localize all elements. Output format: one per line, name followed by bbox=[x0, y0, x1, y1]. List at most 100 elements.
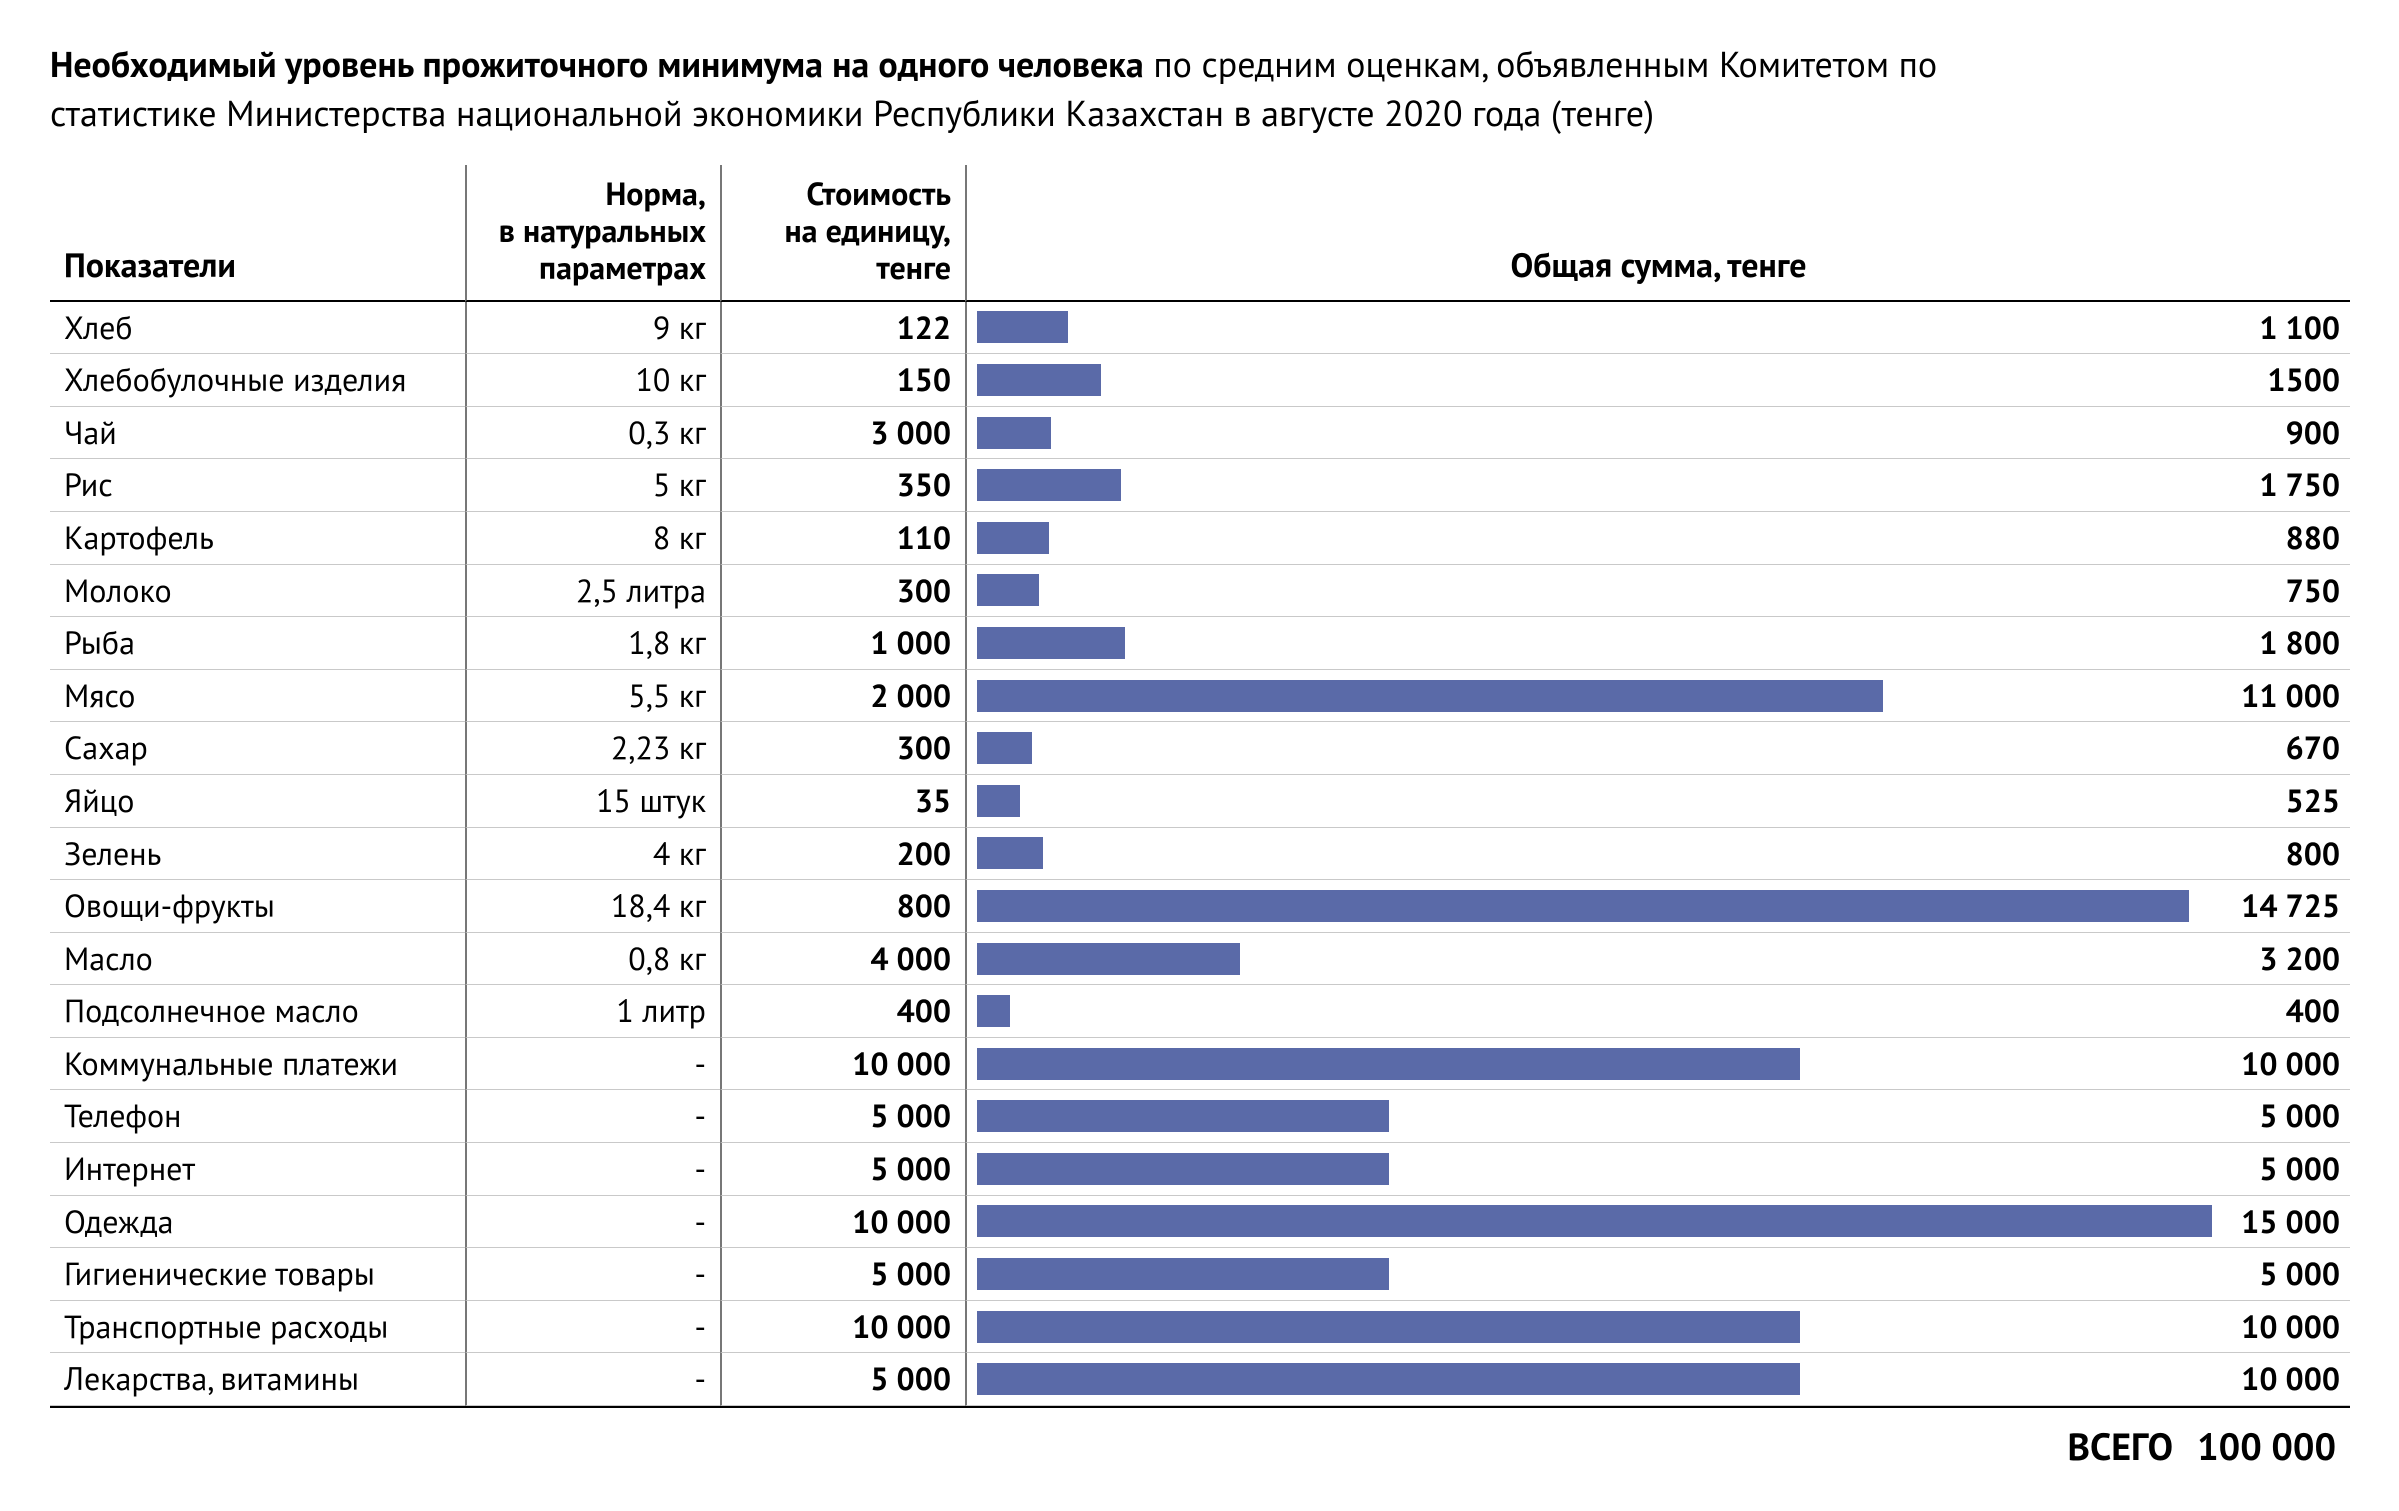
row-total-value: 1 800 bbox=[2245, 622, 2340, 664]
row-unitcost: 122 bbox=[720, 302, 965, 355]
bar bbox=[977, 1311, 1800, 1343]
row-norm: 15 штук bbox=[465, 775, 720, 828]
bar-wrap: 900 bbox=[977, 412, 2340, 454]
bar bbox=[977, 837, 1043, 869]
row-unitcost: 300 bbox=[720, 565, 965, 618]
row-total-cell: 10 000 bbox=[965, 1038, 2350, 1091]
row-name: Одежда bbox=[50, 1196, 465, 1249]
row-total-value: 11 000 bbox=[2227, 675, 2340, 717]
row-norm: 1 литр bbox=[465, 985, 720, 1038]
row-unitcost: 200 bbox=[720, 828, 965, 881]
row-name: Хлеб bbox=[50, 302, 465, 355]
row-total-cell: 525 bbox=[965, 775, 2350, 828]
row-total-value: 3 200 bbox=[2245, 938, 2340, 980]
bar-wrap: 880 bbox=[977, 517, 2340, 559]
bar-wrap: 1 750 bbox=[977, 464, 2340, 506]
row-unitcost: 4 000 bbox=[720, 933, 965, 986]
row-name: Масло bbox=[50, 933, 465, 986]
row-total-value: 400 bbox=[2272, 990, 2340, 1032]
bar bbox=[977, 995, 1010, 1027]
col-header-indicator: Показатели bbox=[50, 165, 465, 301]
row-unitcost: 400 bbox=[720, 985, 965, 1038]
row-unitcost: 5 000 bbox=[720, 1090, 965, 1143]
row-total-value: 880 bbox=[2272, 517, 2340, 559]
row-total-cell: 5 000 bbox=[965, 1248, 2350, 1301]
row-norm: 9 кг bbox=[465, 302, 720, 355]
row-name: Интернет bbox=[50, 1143, 465, 1196]
bar-wrap: 1 100 bbox=[977, 307, 2340, 349]
row-total-cell: 880 bbox=[965, 512, 2350, 565]
data-grid: Показатели Норма, в натуральных параметр… bbox=[50, 165, 2349, 1471]
row-unitcost: 350 bbox=[720, 459, 965, 512]
bar bbox=[977, 417, 1051, 449]
bar-wrap: 670 bbox=[977, 727, 2340, 769]
footer-label: ВСЕГО bbox=[2068, 1422, 2174, 1471]
col-header-total: Общая сумма, тенге bbox=[965, 165, 2350, 301]
row-total-cell: 1 100 bbox=[965, 302, 2350, 355]
bar-wrap: 1500 bbox=[977, 359, 2340, 401]
row-name: Транспортные расходы bbox=[50, 1301, 465, 1354]
row-name: Коммунальные платежи bbox=[50, 1038, 465, 1091]
row-unitcost: 5 000 bbox=[720, 1143, 965, 1196]
row-name: Молоко bbox=[50, 565, 465, 618]
row-total-value: 525 bbox=[2272, 780, 2340, 822]
bar bbox=[977, 574, 1039, 606]
row-total-cell: 750 bbox=[965, 565, 2350, 618]
row-total-value: 800 bbox=[2272, 833, 2340, 875]
row-norm: 8 кг bbox=[465, 512, 720, 565]
row-total-cell: 5 000 bbox=[965, 1143, 2350, 1196]
row-total-value: 900 bbox=[2272, 412, 2340, 454]
row-total-value: 5 000 bbox=[2245, 1253, 2340, 1295]
bar-wrap: 1 800 bbox=[977, 622, 2340, 664]
row-unitcost: 35 bbox=[720, 775, 965, 828]
row-total-value: 10 000 bbox=[2227, 1306, 2340, 1348]
bar bbox=[977, 1205, 2212, 1237]
col-header-unitcost: Стоимость на единицу, тенге bbox=[720, 165, 965, 301]
row-norm: 18,4 кг bbox=[465, 880, 720, 933]
bar-wrap: 10 000 bbox=[977, 1306, 2340, 1348]
row-name: Мясо bbox=[50, 670, 465, 723]
row-unitcost: 300 bbox=[720, 722, 965, 775]
row-total-cell: 11 000 bbox=[965, 670, 2350, 723]
row-total-cell: 900 bbox=[965, 407, 2350, 460]
row-total-cell: 800 bbox=[965, 828, 2350, 881]
row-name: Рис bbox=[50, 459, 465, 512]
row-unitcost: 10 000 bbox=[720, 1038, 965, 1091]
row-unitcost: 110 bbox=[720, 512, 965, 565]
row-unitcost: 2 000 bbox=[720, 670, 965, 723]
bar bbox=[977, 469, 1121, 501]
row-total-value: 1500 bbox=[2253, 359, 2340, 401]
row-unitcost: 5 000 bbox=[720, 1353, 965, 1406]
bar-wrap: 14 725 bbox=[977, 885, 2340, 927]
row-unitcost: 150 bbox=[720, 354, 965, 407]
row-unitcost: 3 000 bbox=[720, 407, 965, 460]
row-name: Хлебобулочные изделия bbox=[50, 354, 465, 407]
row-total-value: 15 000 bbox=[2227, 1201, 2340, 1243]
bar bbox=[977, 1100, 1389, 1132]
row-total-cell: 10 000 bbox=[965, 1301, 2350, 1354]
row-total-value: 14 725 bbox=[2227, 885, 2340, 927]
row-unitcost: 800 bbox=[720, 880, 965, 933]
row-name: Гигиенические товары bbox=[50, 1248, 465, 1301]
row-total-cell: 670 bbox=[965, 722, 2350, 775]
bar-wrap: 5 000 bbox=[977, 1148, 2340, 1190]
row-norm: 0,8 кг bbox=[465, 933, 720, 986]
row-norm: - bbox=[465, 1353, 720, 1406]
bar bbox=[977, 1258, 1389, 1290]
row-total-cell: 400 bbox=[965, 985, 2350, 1038]
row-name: Картофель bbox=[50, 512, 465, 565]
bar bbox=[977, 943, 1240, 975]
col-header-norm: Норма, в натуральных параметрах bbox=[465, 165, 720, 301]
row-name: Подсолнечное масло bbox=[50, 985, 465, 1038]
bar-wrap: 800 bbox=[977, 833, 2340, 875]
row-norm: - bbox=[465, 1196, 720, 1249]
row-total-value: 10 000 bbox=[2227, 1043, 2340, 1085]
row-norm: 10 кг bbox=[465, 354, 720, 407]
row-total-cell: 15 000 bbox=[965, 1196, 2350, 1249]
row-total-cell: 10 000 bbox=[965, 1353, 2350, 1406]
bar-wrap: 400 bbox=[977, 990, 2340, 1032]
footer-total: ВСЕГО 100 000 bbox=[50, 1406, 2350, 1471]
row-total-value: 1 100 bbox=[2245, 307, 2340, 349]
bar bbox=[977, 732, 1032, 764]
row-norm: 0,3 кг bbox=[465, 407, 720, 460]
